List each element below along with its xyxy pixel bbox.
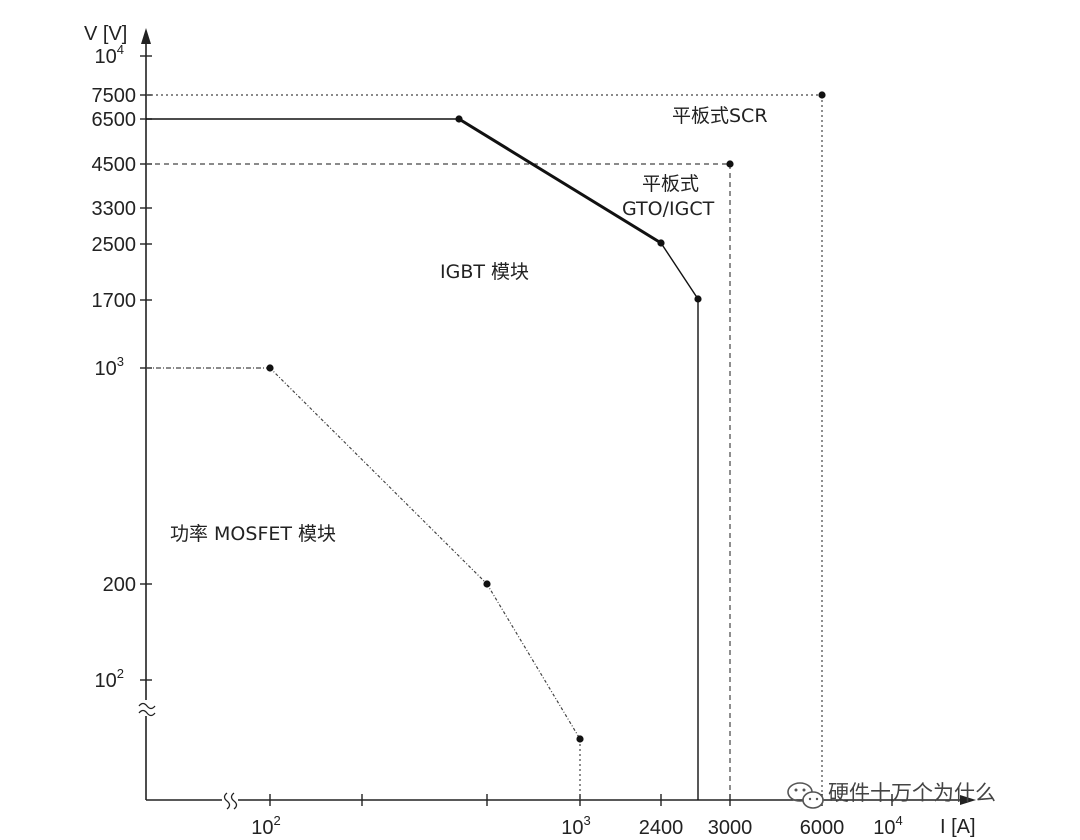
igbt-point [657, 239, 665, 247]
axes: V [V] I [A] [84, 23, 976, 838]
gto-point [726, 160, 734, 168]
tick-label: 4500 [92, 154, 137, 176]
annotation-gto-line1: 平板式 [642, 173, 699, 195]
igbt-segment-1 [458, 117, 662, 245]
x-axis-ticks: 102 103 2400 3000 6000 104 [251, 794, 903, 839]
mosfet-segment-2 [486, 583, 581, 740]
tick-label: 6500 [92, 109, 137, 131]
series-mosfet [146, 364, 584, 800]
tick-label: 103 [95, 354, 124, 380]
tick-label: 200 [103, 574, 136, 596]
tick-label: 2500 [92, 234, 137, 256]
tick-label: 3000 [708, 817, 753, 839]
mosfet-point [483, 580, 491, 588]
annotation-mosfet: 功率 MOSFET 模块 [170, 523, 336, 545]
x-axis-title: I [A] [940, 816, 976, 838]
annotation-scr: 平板式SCR [672, 105, 768, 127]
tick-label: 2400 [639, 817, 684, 839]
tick-label: 102 [251, 813, 280, 839]
watermark-text: 硬件十万个为什么 [828, 781, 996, 805]
tick-label: 104 [95, 42, 124, 68]
x-axis-arrow [960, 795, 976, 805]
y-axis-arrow [141, 28, 151, 44]
watermark: 硬件十万个为什么 [787, 781, 996, 809]
igbt-point [694, 295, 702, 303]
y-axis-title: V [V] [84, 23, 127, 45]
mosfet-segment-1 [269, 367, 488, 585]
y-axis-break [138, 700, 156, 717]
annotation-igbt: IGBT 模块 [440, 261, 529, 283]
series-igbt [146, 115, 702, 800]
tick-label: 7500 [92, 85, 137, 107]
series-gto-igct [146, 160, 734, 800]
tick-label: 102 [95, 666, 124, 692]
series-scr [146, 91, 826, 800]
wechat-icon [787, 782, 824, 809]
mosfet-point [576, 735, 584, 743]
igbt-point [455, 115, 463, 123]
igbt-segment-2 [660, 242, 699, 300]
scr-point [818, 91, 826, 99]
tick-label: 1700 [92, 290, 137, 312]
tick-label: 6000 [800, 817, 845, 839]
tick-label: 103 [561, 813, 590, 839]
annotation-gto-line2: GTO/IGCT [622, 198, 715, 220]
tick-label: 104 [873, 813, 902, 839]
mosfet-point [266, 364, 274, 372]
x-axis-break [222, 792, 238, 810]
tick-label: 3300 [92, 198, 137, 220]
